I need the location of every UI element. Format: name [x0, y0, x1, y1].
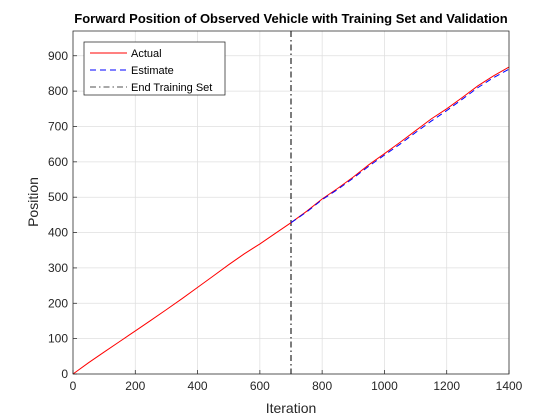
- legend-box: [83, 41, 226, 96]
- x-tick-label: 400: [188, 379, 208, 393]
- legend-label-end-training: End Training Set: [131, 82, 212, 94]
- y-tick-label: 0: [61, 367, 68, 381]
- x-tick-label: 0: [70, 379, 77, 393]
- y-tick-label: 100: [48, 332, 68, 346]
- legend-label-estimate: Estimate: [131, 65, 174, 77]
- y-tick-label: 800: [48, 84, 68, 98]
- y-tick-label: 900: [48, 49, 68, 63]
- ticks: 0 200 400 600 800 1000 1200 1400 0 100 200 300 400 50…: [48, 49, 523, 393]
- y-tick-label: 200: [48, 296, 68, 310]
- x-tick-label: 1200: [433, 379, 460, 393]
- x-tick-label: 200: [125, 379, 145, 393]
- y-axis-label: Position: [25, 177, 41, 227]
- chart-title: Forward Position of Observed Vehicle wit…: [74, 11, 507, 26]
- series-line-estimate: [290, 68, 510, 224]
- series-layer: [72, 31, 510, 375]
- x-tick-label: 800: [312, 379, 332, 393]
- y-tick-label: 300: [48, 261, 68, 275]
- y-tick-label: 400: [48, 226, 68, 240]
- y-tick-label: 700: [48, 119, 68, 133]
- x-tick-label: 600: [250, 379, 270, 393]
- legend-label-actual: Actual: [131, 48, 162, 60]
- x-axis-label: Iteration: [266, 400, 317, 416]
- legend: Actual Estimate End Training Set: [83, 41, 226, 96]
- y-tick-label: 500: [48, 190, 68, 204]
- y-tick-label: 600: [48, 155, 68, 169]
- x-tick-label: 1000: [371, 379, 398, 393]
- plot-box: [72, 30, 510, 375]
- x-tick-label: 1400: [496, 379, 523, 393]
